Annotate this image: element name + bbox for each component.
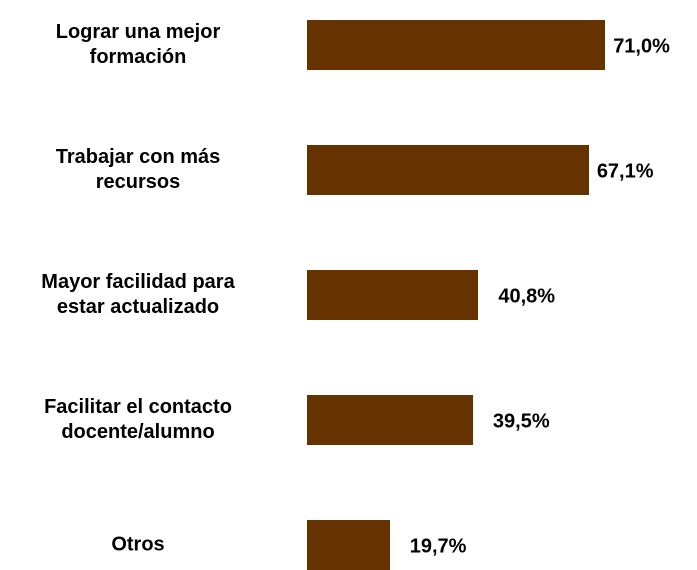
bar <box>307 145 589 195</box>
value-label: 19,7% <box>409 535 467 558</box>
category-label: Mayor facilidad para estar actualizado <box>41 271 235 318</box>
bar <box>307 20 606 70</box>
value-label: 39,5% <box>492 410 550 433</box>
category-label: Otros <box>111 533 165 556</box>
value-label: 67,1% <box>596 160 654 183</box>
bar <box>307 270 479 320</box>
bar <box>307 395 473 445</box>
category-label: Lograr una mejor formación <box>55 21 221 68</box>
bar <box>307 520 390 570</box>
category-label: Trabajar con más recursos <box>55 146 221 193</box>
category-label: Facilitar el contacto docente/alumno <box>44 396 232 443</box>
value-label: 40,8% <box>498 285 556 308</box>
value-label: 71,0% <box>613 35 670 58</box>
